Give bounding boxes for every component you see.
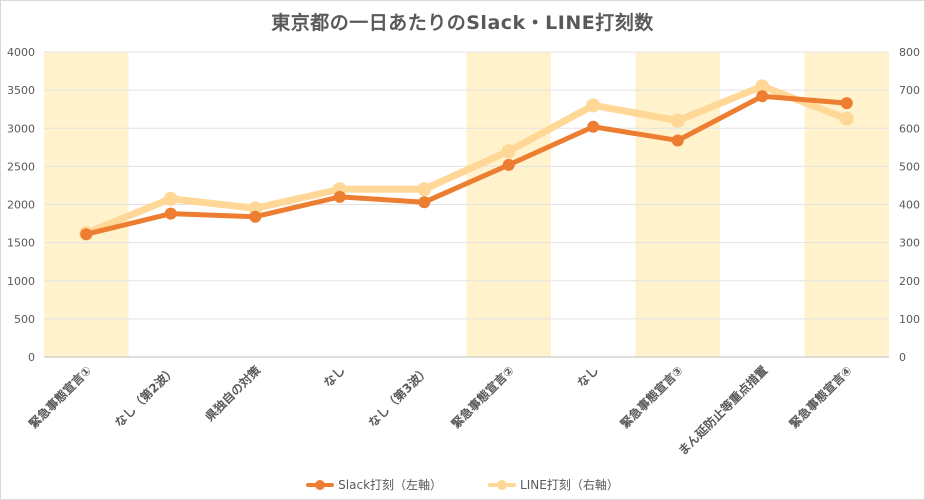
data-point-line[interactable]	[586, 98, 601, 113]
data-point-line[interactable]	[501, 144, 516, 159]
x-axis-label: 緊急事態宣言①	[26, 363, 95, 432]
x-axis-label: なし	[574, 363, 601, 390]
legend-item-slack[interactable]: Slack打刻（左軸）	[306, 476, 442, 493]
left-axis-tick: 0	[28, 351, 35, 364]
data-point-line[interactable]	[248, 201, 263, 216]
data-point-slack[interactable]	[333, 190, 346, 203]
data-point-slack[interactable]	[502, 158, 515, 171]
right-axis-tick: 600	[899, 122, 920, 135]
x-axis-label: なし（第2波）	[111, 363, 178, 430]
legend: Slack打刻（左軸） LINE打刻（右軸）	[0, 476, 925, 493]
gridlines	[44, 51, 889, 358]
data-point-slack[interactable]	[840, 97, 853, 110]
x-axis-label: 緊急事態宣言④	[786, 363, 855, 432]
legend-swatch-line	[488, 479, 517, 490]
x-axis-label: なし（第3波）	[365, 363, 432, 430]
x-axis-label: まん延防止等重点措置	[675, 363, 770, 458]
data-point-line[interactable]	[163, 191, 178, 206]
right-axis-tick: 300	[899, 237, 920, 250]
legend-swatch-slack	[306, 479, 335, 490]
data-point-slack[interactable]	[249, 210, 262, 223]
left-axis-tick: 1500	[7, 237, 35, 250]
x-axis-label: 県独自の対策	[202, 362, 264, 424]
right-axis-tick: 0	[899, 351, 906, 364]
right-axis-ticks: 0 100 200 300 400 500 600 700 800	[899, 46, 920, 364]
series-line-slack	[83, 93, 850, 237]
left-axis-tick: 3000	[7, 122, 35, 135]
right-axis-tick: 500	[899, 160, 920, 173]
series-lines	[79, 79, 854, 241]
chart-title: 東京都の一日あたりのSlack・LINE打刻数	[271, 12, 654, 34]
data-point-line[interactable]	[839, 111, 854, 126]
left-axis-tick: 3500	[7, 84, 35, 97]
legend-label-slack: Slack打刻（左軸）	[338, 478, 443, 492]
x-axis-label: 緊急事態宣言③	[617, 363, 686, 432]
right-axis-tick: 700	[899, 84, 920, 97]
left-axis-tick: 2000	[7, 199, 35, 212]
x-axis-labels: 緊急事態宣言① なし（第2波） 県独自の対策 なし なし（第3波） 緊急事態宣言② なし 緊急…	[26, 362, 855, 458]
left-axis-ticks: 0 500 1000 1500 2000 2500 3000 3500 4000	[7, 46, 35, 364]
x-axis-label: なし	[321, 363, 348, 390]
series-line-line	[82, 82, 851, 237]
right-axis-tick: 200	[899, 275, 920, 288]
legend-label-line: LINE打刻（右軸）	[520, 478, 619, 492]
left-axis-tick: 1000	[7, 275, 35, 288]
data-point-slack[interactable]	[80, 228, 93, 241]
legend-item-line[interactable]: LINE打刻（右軸）	[488, 476, 619, 493]
data-point-line[interactable]	[755, 79, 770, 94]
data-point-slack[interactable]	[164, 207, 177, 220]
data-point-slack[interactable]	[756, 90, 769, 103]
left-axis-tick: 4000	[7, 46, 35, 59]
data-point-line[interactable]	[670, 113, 685, 128]
x-axis-label: 緊急事態宣言②	[448, 363, 517, 432]
left-axis-tick: 2500	[7, 160, 35, 173]
right-axis-tick: 800	[899, 46, 920, 59]
data-point-line[interactable]	[417, 182, 432, 197]
right-axis-tick: 100	[899, 313, 920, 326]
left-axis-tick: 500	[14, 313, 35, 326]
data-point-slack[interactable]	[671, 134, 684, 147]
right-axis-tick: 400	[899, 199, 920, 212]
data-point-slack[interactable]	[587, 120, 600, 133]
data-point-slack[interactable]	[418, 196, 431, 209]
